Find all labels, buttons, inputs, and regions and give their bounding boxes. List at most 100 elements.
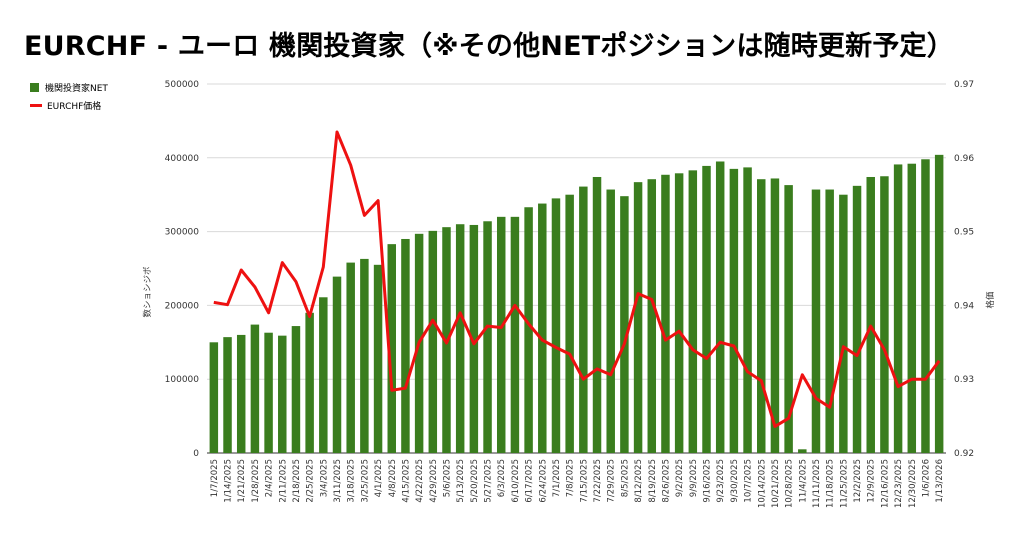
y-tick-label: 300000 (165, 228, 200, 238)
x-tick-label: 11/25/2025 (839, 459, 849, 508)
bar[interactable] (770, 178, 780, 454)
x-tick-label: 4/29/2025 (429, 459, 439, 503)
y-tick-label: 100000 (165, 375, 200, 385)
x-tick-label: 8/12/2025 (634, 459, 644, 503)
x-tick-label: 9/9/2025 (689, 459, 699, 497)
x-tick-label: 1/6/2026 (921, 459, 931, 497)
y2-tick-label: 0.96 (954, 154, 974, 164)
x-tick-label: 11/18/2025 (826, 459, 836, 508)
x-tick-label: 5/6/2025 (442, 459, 452, 497)
legend-item-price[interactable]: EURCHF価格 (30, 96, 108, 114)
bar[interactable] (934, 154, 944, 453)
price-line[interactable] (213, 130, 941, 428)
x-tick-label: 7/29/2025 (607, 459, 617, 503)
bar[interactable] (250, 324, 260, 453)
bar[interactable] (264, 332, 273, 453)
x-tick-label: 7/8/2025 (566, 459, 576, 497)
bar[interactable] (606, 189, 615, 453)
x-tick-label: 6/3/2025 (497, 459, 507, 497)
legend-swatch-line (30, 103, 42, 107)
x-tick-label: 5/27/2025 (484, 459, 494, 503)
bar[interactable] (880, 176, 889, 453)
x-tick-label: 7/1/2025 (552, 459, 562, 497)
x-tick-label: 3/18/2025 (347, 459, 357, 503)
bar[interactable] (674, 173, 684, 453)
x-tick-label: 11/4/2025 (798, 459, 808, 503)
bar[interactable] (510, 216, 520, 453)
legend-swatch-bar (30, 82, 39, 92)
bar[interactable] (469, 224, 479, 453)
bar[interactable] (236, 334, 246, 453)
bar[interactable] (784, 185, 793, 453)
bar[interactable] (455, 224, 465, 453)
bar[interactable] (524, 207, 533, 453)
bar[interactable] (743, 167, 752, 454)
bar[interactable] (798, 449, 807, 453)
bar[interactable] (291, 326, 301, 453)
y2-axis-label: 格価 (985, 291, 996, 309)
bar[interactable] (278, 335, 287, 453)
bar[interactable] (551, 198, 561, 453)
bar[interactable] (565, 194, 574, 453)
bar[interactable] (305, 312, 314, 453)
bar[interactable] (729, 168, 739, 453)
bar[interactable] (428, 230, 438, 453)
x-tick-label: 4/8/2025 (388, 459, 398, 497)
x-tick-label: 1/14/2025 (224, 459, 234, 503)
bar[interactable] (907, 163, 917, 454)
bar[interactable] (223, 337, 232, 453)
bar[interactable] (661, 174, 670, 454)
bar[interactable] (633, 182, 643, 454)
legend: 機関投資家NET EURCHF価格 (30, 78, 108, 114)
chart-title: EURCHF - ユーロ 機関投資家（※その他NETポジションは随時更新予定） (24, 31, 954, 62)
y-tick-label: 200000 (165, 301, 200, 311)
x-tick-label: 12/23/2025 (894, 459, 904, 508)
y2-tick-label: 0.97 (954, 80, 974, 90)
x-tick-label: 3/4/2025 (319, 459, 329, 497)
x-tick-label: 3/11/2025 (333, 459, 343, 503)
bar[interactable] (496, 216, 506, 453)
bar[interactable] (538, 203, 547, 453)
x-tick-label: 12/16/2025 (880, 459, 890, 508)
bar[interactable] (592, 176, 602, 453)
legend-item-net[interactable]: 機関投資家NET (30, 78, 108, 96)
bar[interactable] (647, 179, 657, 453)
bar[interactable] (852, 185, 862, 453)
bar[interactable] (620, 196, 629, 453)
x-tick-label: 10/14/2025 (757, 459, 767, 508)
bar[interactable] (579, 186, 588, 453)
x-tick-label: 4/22/2025 (415, 459, 425, 503)
x-tick-label: 5/20/2025 (470, 459, 480, 503)
x-tick-label: 12/9/2025 (867, 459, 877, 503)
bar[interactable] (866, 176, 875, 453)
x-tick-label: 12/30/2025 (908, 459, 918, 508)
bar[interactable] (360, 258, 369, 453)
bar[interactable] (483, 221, 492, 453)
bar[interactable] (811, 189, 821, 453)
bar[interactable] (702, 165, 711, 453)
bar[interactable] (688, 170, 698, 453)
bar[interactable] (319, 297, 328, 453)
bar[interactable] (715, 161, 725, 454)
x-tick-label: 9/30/2025 (730, 459, 740, 503)
bar[interactable] (209, 342, 219, 453)
bar[interactable] (825, 189, 834, 453)
bar[interactable] (893, 164, 903, 453)
bar[interactable] (346, 262, 355, 453)
bar[interactable] (921, 159, 930, 453)
y-axis-right: 0.92 0.93 0.94 0.95 0.96 0.97 (954, 80, 974, 459)
y-tick-label: 500000 (165, 80, 200, 90)
x-tick-label: 1/28/2025 (251, 459, 261, 503)
x-tick-label: 12/2/2025 (853, 459, 863, 503)
bar[interactable] (332, 276, 342, 453)
bar-series (209, 154, 944, 454)
x-tick-label: 2/25/2025 (306, 459, 316, 503)
bar[interactable] (757, 179, 766, 453)
bar[interactable] (401, 238, 410, 453)
bar[interactable] (387, 244, 396, 453)
bar[interactable] (373, 264, 383, 453)
x-tick-label: 10/21/2025 (771, 459, 781, 508)
bar[interactable] (839, 194, 848, 453)
x-tick-label: 2/4/2025 (265, 459, 275, 497)
